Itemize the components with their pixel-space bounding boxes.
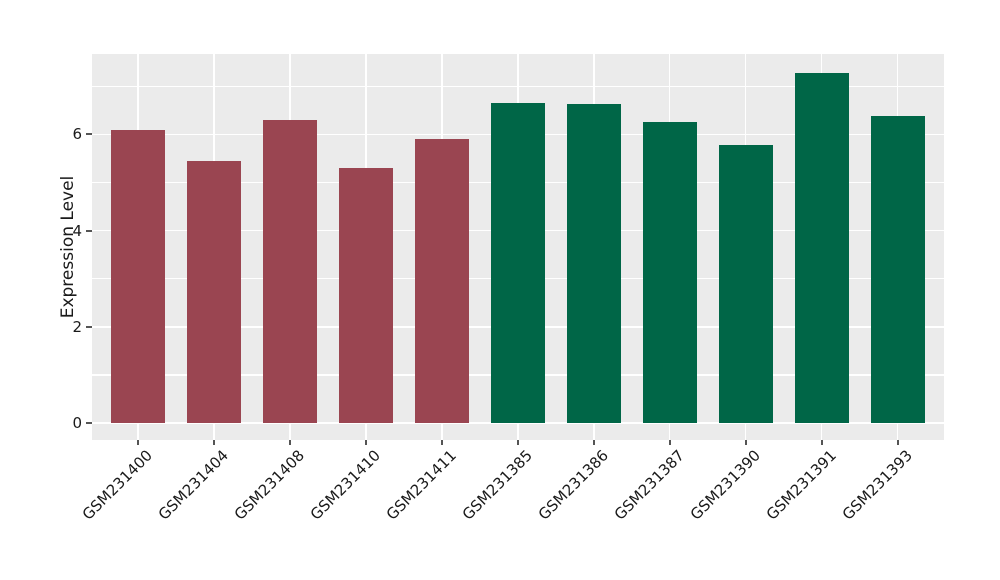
xtick-mark-GSM231400 [137,440,139,445]
bar-GSM231404 [186,160,241,423]
xtick-mark-GSM231391 [820,440,823,445]
bar-GSM231411 [414,139,469,423]
xtick-mark-GSM231404 [212,440,215,445]
ytick-mark-4 [86,229,92,232]
xtick-mark-GSM231411 [440,440,443,445]
xtick-mark-GSM231393 [896,440,899,445]
bar-GSM231408 [262,120,317,423]
plot-panel [92,54,944,440]
ytick-mark-6 [86,133,92,136]
xtick-label-GSM231400: GSM231400 [78,446,157,524]
xtick-mark-GSM231385 [516,440,519,445]
ytick-label-6: 6 [72,125,82,144]
bar-GSM231390 [718,144,773,423]
ytick-label-2: 2 [72,317,82,336]
xtick-mark-GSM231410 [364,440,367,445]
bar-GSM231386 [566,104,621,423]
bar-GSM231385 [490,102,545,423]
bar-GSM231410 [338,167,393,423]
ytick-label-0: 0 [72,414,82,432]
ytick-mark-2 [86,325,92,328]
ytick-mark-0 [86,422,92,424]
bar-GSM231400 [111,129,165,423]
bar-GSM231393 [870,116,925,423]
ytick-label-4: 4 [72,221,82,240]
y-axis-title: Expression Level [58,175,78,319]
xtick-mark-GSM231387 [668,440,671,445]
xtick-mark-GSM231386 [592,440,595,445]
bar-GSM231387 [642,122,697,423]
bar-GSM231391 [794,73,849,423]
xtick-mark-GSM231390 [744,440,747,445]
xtick-mark-GSM231408 [288,440,291,445]
